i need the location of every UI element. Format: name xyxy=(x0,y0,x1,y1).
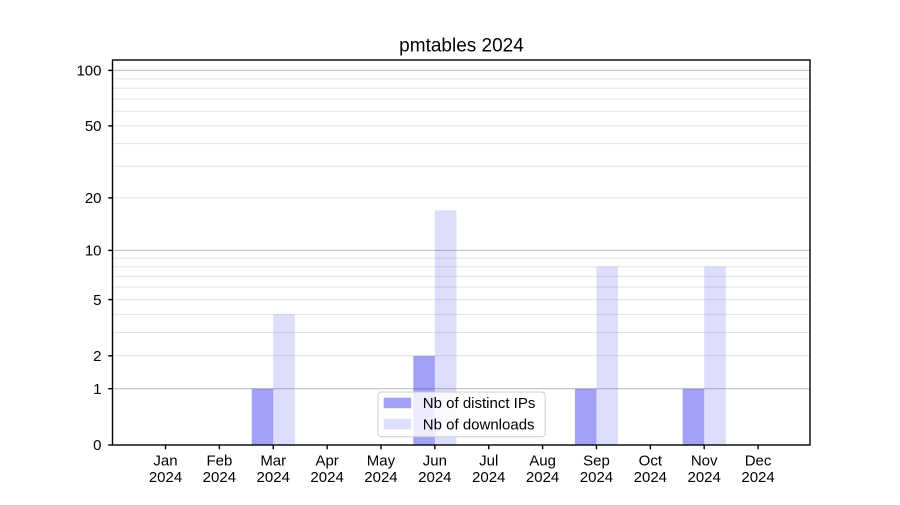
svg-text:Sep: Sep xyxy=(583,452,610,469)
svg-text:50: 50 xyxy=(85,118,102,135)
svg-text:Jan: Jan xyxy=(153,452,177,469)
svg-text:2024: 2024 xyxy=(149,469,182,486)
svg-text:Dec: Dec xyxy=(745,452,772,469)
svg-text:2024: 2024 xyxy=(364,469,397,486)
svg-text:Jun: Jun xyxy=(423,452,447,469)
svg-text:2024: 2024 xyxy=(310,469,343,486)
svg-text:May: May xyxy=(367,452,396,469)
svg-text:Nov: Nov xyxy=(691,452,718,469)
svg-text:2024: 2024 xyxy=(580,469,613,486)
svg-text:Jul: Jul xyxy=(479,452,498,469)
svg-text:2024: 2024 xyxy=(472,469,505,486)
svg-text:20: 20 xyxy=(85,190,102,207)
svg-text:2024: 2024 xyxy=(418,469,451,486)
svg-text:1: 1 xyxy=(93,381,101,398)
svg-text:Nb of distinct IPs: Nb of distinct IPs xyxy=(423,395,536,412)
svg-text:2: 2 xyxy=(93,348,101,365)
svg-text:2024: 2024 xyxy=(526,469,559,486)
svg-text:Mar: Mar xyxy=(260,452,286,469)
svg-text:2024: 2024 xyxy=(257,469,290,486)
svg-text:pmtables 2024: pmtables 2024 xyxy=(399,36,524,57)
svg-text:Aug: Aug xyxy=(529,452,556,469)
svg-text:2024: 2024 xyxy=(741,469,774,486)
svg-text:10: 10 xyxy=(85,243,102,260)
svg-text:2024: 2024 xyxy=(203,469,236,486)
svg-text:2024: 2024 xyxy=(688,469,721,486)
svg-text:Nb of downloads: Nb of downloads xyxy=(423,417,535,434)
svg-text:100: 100 xyxy=(76,63,101,80)
svg-text:2024: 2024 xyxy=(634,469,667,486)
svg-text:Oct: Oct xyxy=(639,452,663,469)
svg-text:5: 5 xyxy=(93,292,101,309)
svg-text:0: 0 xyxy=(93,437,101,454)
svg-text:Feb: Feb xyxy=(206,452,232,469)
svg-text:Apr: Apr xyxy=(315,452,338,469)
